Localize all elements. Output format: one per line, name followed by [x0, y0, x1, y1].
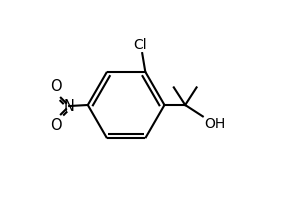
Text: OH: OH: [204, 117, 226, 131]
Text: N: N: [64, 98, 75, 114]
Text: O: O: [50, 79, 62, 94]
Text: O: O: [50, 118, 62, 134]
Text: Cl: Cl: [133, 38, 147, 52]
